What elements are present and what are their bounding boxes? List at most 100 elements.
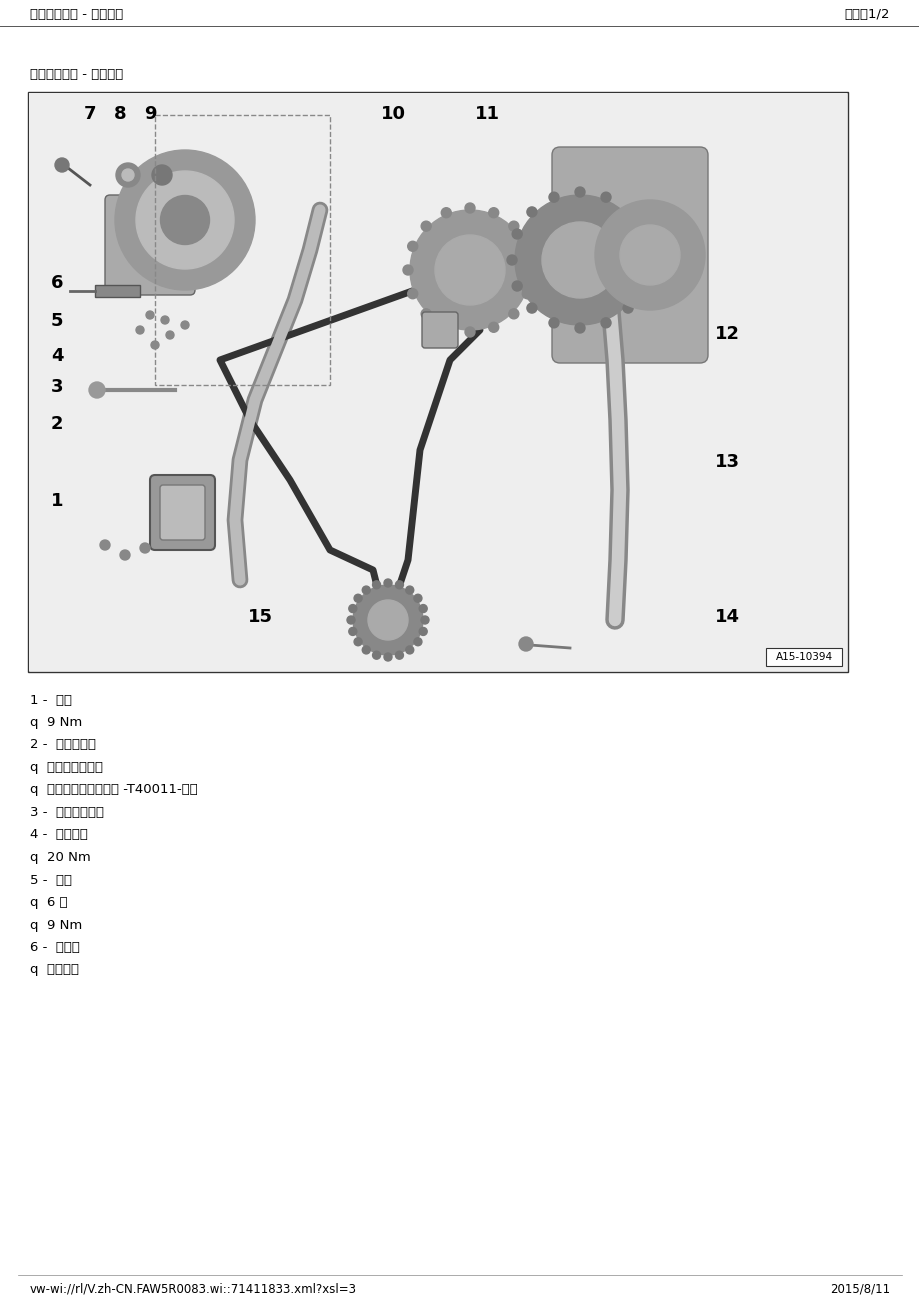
Circle shape	[348, 604, 357, 612]
Circle shape	[372, 651, 380, 659]
Text: 凸轮轴正时链 - 装配一览: 凸轮轴正时链 - 装配一览	[30, 69, 123, 82]
Circle shape	[414, 638, 422, 646]
Text: q  9 Nm: q 9 Nm	[30, 716, 82, 729]
Circle shape	[522, 241, 532, 251]
Circle shape	[395, 651, 403, 659]
Bar	[154, 115, 330, 385]
Text: q  6 个: q 6 个	[30, 896, 68, 909]
Circle shape	[522, 289, 532, 298]
Circle shape	[421, 616, 428, 624]
Circle shape	[515, 195, 644, 326]
Circle shape	[508, 309, 518, 319]
Circle shape	[464, 203, 474, 214]
Text: q  9 Nm: q 9 Nm	[30, 918, 82, 931]
Circle shape	[151, 341, 159, 349]
Text: 凸轮轴正时链 - 装配一览: 凸轮轴正时链 - 装配一览	[30, 9, 123, 22]
Circle shape	[619, 225, 679, 285]
Circle shape	[527, 266, 537, 275]
Bar	[95, 285, 140, 297]
Circle shape	[181, 322, 188, 329]
Text: 2: 2	[51, 415, 63, 432]
Circle shape	[508, 221, 518, 232]
Text: 2 -  链条张紧器: 2 - 链条张紧器	[30, 738, 96, 751]
Circle shape	[119, 549, 130, 560]
Circle shape	[362, 586, 369, 594]
Circle shape	[600, 318, 610, 328]
Text: q  在拆卸之前用定位销 -T40011-定位: q 在拆卸之前用定位销 -T40011-定位	[30, 784, 198, 797]
Bar	[28, 92, 847, 672]
FancyBboxPatch shape	[160, 486, 205, 540]
FancyBboxPatch shape	[422, 312, 458, 348]
Circle shape	[637, 229, 647, 240]
Circle shape	[136, 326, 144, 335]
Circle shape	[549, 318, 559, 328]
Circle shape	[642, 255, 652, 266]
Circle shape	[165, 331, 174, 339]
Circle shape	[410, 210, 529, 329]
Text: 8: 8	[114, 105, 127, 122]
Circle shape	[115, 150, 255, 290]
Text: 6 -  调节阀: 6 - 调节阀	[30, 941, 80, 954]
Circle shape	[541, 223, 618, 298]
Circle shape	[595, 201, 704, 310]
Circle shape	[152, 165, 172, 185]
Circle shape	[136, 171, 233, 270]
Circle shape	[506, 255, 516, 266]
Circle shape	[421, 221, 431, 232]
Circle shape	[407, 241, 417, 251]
Circle shape	[421, 309, 431, 319]
FancyBboxPatch shape	[551, 147, 708, 363]
Circle shape	[407, 289, 417, 298]
Text: 4: 4	[51, 346, 63, 365]
Text: 1: 1	[51, 492, 63, 510]
Circle shape	[488, 208, 498, 217]
Circle shape	[622, 207, 632, 217]
Text: 3 -  正时链张紧轨: 3 - 正时链张紧轨	[30, 806, 104, 819]
Circle shape	[464, 327, 474, 337]
Circle shape	[353, 585, 423, 655]
Circle shape	[488, 323, 498, 332]
Circle shape	[574, 323, 584, 333]
Circle shape	[574, 187, 584, 197]
Text: 2015/8/11: 2015/8/11	[829, 1282, 889, 1295]
Circle shape	[405, 586, 414, 594]
Circle shape	[395, 581, 403, 589]
Circle shape	[405, 646, 414, 654]
Circle shape	[161, 316, 169, 324]
Circle shape	[55, 158, 69, 172]
Bar	[29, 92, 846, 671]
Circle shape	[527, 303, 537, 312]
Text: 9: 9	[144, 105, 157, 122]
Circle shape	[441, 323, 451, 332]
Text: 5: 5	[51, 312, 63, 331]
Text: q  左旋螺纹: q 左旋螺纹	[30, 963, 79, 976]
Circle shape	[419, 628, 426, 635]
Circle shape	[346, 616, 355, 624]
Text: 1 -  螺栓: 1 - 螺栓	[30, 694, 72, 707]
Circle shape	[140, 543, 150, 553]
Circle shape	[362, 646, 369, 654]
Circle shape	[441, 208, 451, 217]
Circle shape	[383, 654, 391, 661]
Text: 7: 7	[84, 105, 96, 122]
Circle shape	[146, 311, 153, 319]
FancyBboxPatch shape	[150, 475, 215, 549]
Bar	[766, 648, 841, 667]
Circle shape	[354, 594, 362, 603]
Circle shape	[116, 163, 140, 187]
Circle shape	[403, 266, 413, 275]
Circle shape	[414, 594, 422, 603]
Text: 14: 14	[714, 608, 740, 626]
Circle shape	[600, 193, 610, 202]
Text: 13: 13	[714, 453, 740, 471]
Text: 15: 15	[247, 608, 272, 626]
Text: 6: 6	[51, 275, 63, 293]
Text: A15-10394: A15-10394	[775, 652, 832, 661]
Circle shape	[160, 195, 210, 245]
Circle shape	[122, 169, 134, 181]
Circle shape	[512, 281, 522, 292]
Circle shape	[348, 628, 357, 635]
Circle shape	[435, 234, 505, 305]
Circle shape	[372, 581, 380, 589]
Circle shape	[89, 381, 105, 398]
